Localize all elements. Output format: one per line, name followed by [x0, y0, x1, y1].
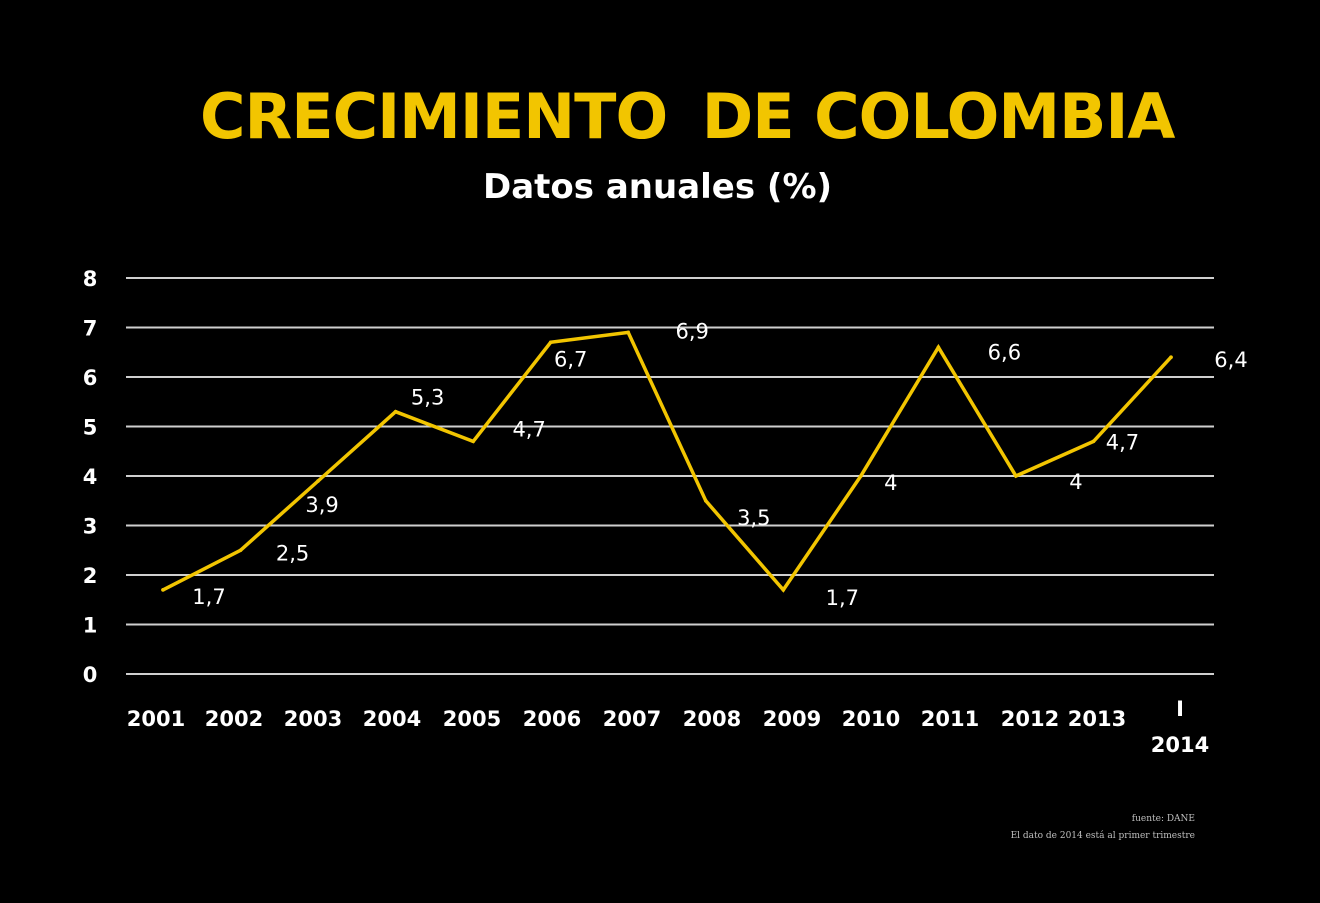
data-point [781, 588, 786, 592]
data-point [161, 588, 165, 592]
y-axis-ticks: 0 1 2 3 4 5 6 7 8 [83, 267, 98, 687]
x-tick-label: 2012 [1001, 707, 1059, 731]
data-label: 6,6 [988, 340, 1021, 364]
x-tick-label: 2013 [1068, 707, 1126, 731]
data-label: 6,7 [554, 347, 587, 371]
data-labels: 1,7 2,5 3,9 5,3 4,7 6,7 6,9 3,5 1,7 4 6,6 4 4,7 6,4 [192, 319, 1247, 609]
source-text: fuente: DANE [1132, 814, 1195, 824]
y-tick-label: 0 [83, 663, 98, 687]
x-tick-label: 2010 [842, 707, 900, 731]
data-label: 6,9 [676, 319, 709, 343]
y-tick-label: 7 [83, 317, 98, 341]
data-point [626, 330, 631, 335]
data-point [393, 409, 398, 414]
chart-subtitle: Datos anuales (%) [483, 167, 832, 207]
data-point [1014, 474, 1018, 478]
series-line [161, 330, 1173, 593]
y-tick-label: 5 [83, 416, 98, 440]
title-part-2: DE COLOMBIA [702, 80, 1176, 153]
x-tick-label: 2001 [127, 707, 185, 731]
data-label: 6,4 [1214, 348, 1247, 372]
x-tick-label: 2004 [363, 707, 421, 731]
y-tick-label: 8 [83, 267, 98, 291]
x-tick-label: 2011 [921, 707, 979, 731]
x-tick-label: 2009 [763, 707, 821, 731]
x-tick-label: 2008 [683, 707, 741, 731]
data-label: 5,3 [411, 386, 444, 410]
data-label: 2,5 [276, 541, 309, 565]
x-axis-ticks: 2001 2002 2003 2004 2005 2006 2007 2008 2009 2010… [127, 697, 1209, 757]
x-tick-label: 2007 [603, 707, 661, 731]
x-tick-label: 2006 [523, 707, 581, 731]
data-point [1091, 439, 1096, 444]
y-tick-label: 3 [83, 515, 98, 539]
x-tick-label: 2003 [284, 707, 342, 731]
y-tick-label: 1 [83, 614, 98, 638]
chart-title: CRECIMIENTO DE COLOMBIA [200, 80, 1175, 153]
title-part-1: CRECIMIENTO [200, 80, 667, 153]
x-tick-label: 2005 [443, 707, 501, 731]
y-tick-label: 4 [83, 465, 98, 489]
series-polyline [161, 330, 1173, 593]
gridlines [126, 277, 1214, 675]
data-label: 4,7 [512, 417, 545, 441]
data-label: 1,7 [826, 586, 859, 610]
data-point [471, 439, 475, 444]
data-label: 4 [884, 471, 897, 495]
data-label: 3,5 [737, 506, 770, 530]
footnote-text: El dato de 2014 está al primer trimestre [1011, 830, 1195, 841]
x-tick-label: I [1176, 697, 1184, 721]
data-label: 4,7 [1106, 430, 1139, 454]
data-point [703, 498, 708, 503]
x-tick-label: 2002 [205, 707, 263, 731]
data-point [316, 479, 320, 483]
data-point [859, 474, 863, 478]
y-tick-label: 2 [83, 564, 98, 588]
data-label: 3,9 [305, 493, 338, 517]
data-label: 1,7 [192, 585, 225, 609]
data-point [548, 340, 553, 345]
data-point [936, 345, 941, 350]
data-point [238, 548, 243, 553]
data-label: 4 [1069, 470, 1082, 494]
data-point [1169, 355, 1173, 360]
x-tick-label: 2014 [1151, 733, 1209, 757]
y-tick-label: 6 [83, 366, 98, 390]
